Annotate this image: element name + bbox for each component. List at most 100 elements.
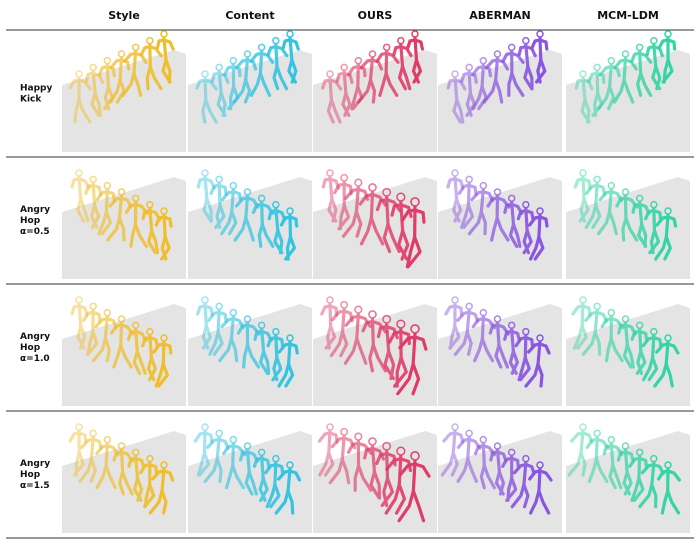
leg bbox=[607, 210, 618, 236]
figure bbox=[203, 429, 230, 483]
leg bbox=[356, 464, 373, 492]
leg bbox=[596, 210, 612, 236]
arm bbox=[141, 209, 162, 222]
figure bbox=[528, 461, 553, 515]
figure bbox=[440, 423, 465, 477]
leg bbox=[232, 78, 248, 104]
arm bbox=[112, 450, 135, 463]
head bbox=[326, 70, 334, 78]
leg bbox=[356, 78, 373, 104]
arm bbox=[645, 45, 664, 58]
head bbox=[479, 56, 488, 65]
leg bbox=[473, 337, 485, 363]
leg bbox=[397, 65, 407, 91]
figure bbox=[657, 461, 681, 515]
leg bbox=[465, 330, 473, 356]
figure bbox=[249, 43, 275, 97]
leg bbox=[593, 330, 602, 356]
leg bbox=[517, 356, 527, 382]
leg bbox=[594, 457, 609, 483]
leg bbox=[533, 235, 545, 261]
leg bbox=[637, 222, 648, 248]
arm bbox=[655, 342, 680, 355]
head bbox=[272, 36, 280, 45]
leg bbox=[635, 349, 647, 375]
body bbox=[328, 302, 333, 328]
figure bbox=[375, 187, 402, 254]
head bbox=[621, 50, 630, 58]
arm bbox=[571, 304, 592, 317]
leg bbox=[343, 91, 352, 117]
leg bbox=[666, 489, 681, 515]
head bbox=[215, 429, 223, 438]
arm bbox=[470, 190, 495, 203]
leg bbox=[510, 71, 525, 97]
leg bbox=[490, 216, 499, 242]
figure bbox=[653, 334, 680, 388]
arm bbox=[457, 183, 478, 196]
arm bbox=[375, 51, 400, 64]
figure bbox=[251, 194, 275, 248]
leg bbox=[584, 203, 598, 229]
body bbox=[399, 200, 405, 233]
figure bbox=[528, 207, 549, 261]
body bbox=[77, 302, 83, 328]
leg bbox=[133, 222, 149, 248]
leg bbox=[597, 85, 612, 111]
leg bbox=[112, 343, 123, 369]
figure bbox=[446, 70, 467, 124]
leg bbox=[471, 85, 484, 111]
figure bbox=[347, 56, 367, 111]
arm bbox=[321, 78, 343, 91]
motion-render bbox=[566, 296, 690, 406]
head bbox=[479, 435, 488, 444]
leg bbox=[231, 464, 246, 490]
figure bbox=[68, 70, 93, 124]
leg bbox=[587, 457, 599, 483]
body bbox=[355, 312, 360, 341]
arm bbox=[321, 177, 341, 190]
leg bbox=[453, 197, 463, 223]
arm bbox=[392, 45, 413, 58]
head bbox=[493, 50, 502, 58]
leg bbox=[572, 324, 584, 350]
leg bbox=[258, 71, 272, 97]
figure bbox=[631, 194, 651, 248]
figure bbox=[335, 63, 354, 117]
leg bbox=[497, 343, 510, 369]
leg bbox=[341, 210, 359, 238]
leg bbox=[161, 58, 172, 84]
head bbox=[354, 432, 363, 441]
figure bbox=[317, 423, 339, 477]
body bbox=[354, 185, 360, 214]
leg bbox=[621, 216, 628, 242]
motion-render bbox=[313, 30, 437, 152]
arm bbox=[251, 202, 275, 215]
leg bbox=[154, 362, 165, 388]
arm bbox=[95, 444, 120, 457]
figure bbox=[253, 321, 273, 375]
arm bbox=[220, 190, 243, 203]
arm bbox=[234, 58, 258, 71]
leg bbox=[150, 229, 160, 255]
leg bbox=[654, 235, 668, 261]
leg bbox=[526, 65, 534, 91]
arm bbox=[266, 45, 289, 58]
leg bbox=[202, 197, 213, 223]
head bbox=[243, 50, 252, 58]
arm bbox=[249, 51, 275, 64]
arm bbox=[68, 78, 93, 91]
head bbox=[354, 56, 363, 65]
row-label: Hop bbox=[20, 343, 41, 353]
head bbox=[89, 63, 97, 72]
arm bbox=[70, 177, 91, 190]
leg bbox=[511, 222, 522, 248]
figure bbox=[503, 321, 522, 375]
arm bbox=[640, 463, 665, 476]
leg bbox=[397, 489, 415, 523]
leg bbox=[276, 229, 284, 255]
arm bbox=[95, 190, 116, 203]
body bbox=[203, 76, 208, 102]
arm bbox=[193, 431, 214, 444]
figure bbox=[106, 188, 133, 242]
